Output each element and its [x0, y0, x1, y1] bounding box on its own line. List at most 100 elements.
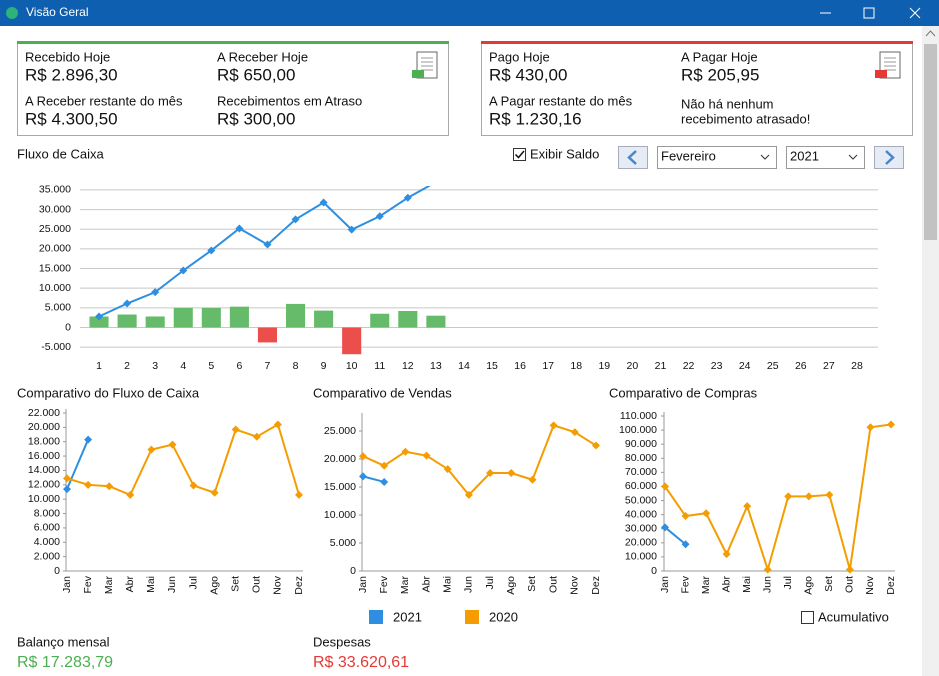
x-tick-label: 23	[711, 360, 723, 372]
bar	[117, 314, 137, 328]
x-tick-label: 5	[208, 360, 214, 372]
x-tick-label: 12	[402, 360, 414, 372]
marker	[887, 420, 895, 429]
x-tick-label: 8	[293, 360, 299, 372]
marker	[105, 482, 114, 491]
scroll-thumb[interactable]	[924, 44, 937, 240]
marker	[463, 186, 465, 187]
card-note: recebimento atrasado!	[681, 111, 810, 126]
show-balance-checkbox[interactable]	[513, 148, 526, 161]
x-tick-label: Set	[230, 576, 242, 592]
y-tick-label: 110.000	[620, 410, 657, 422]
maximize-button[interactable]	[863, 7, 875, 19]
marker	[549, 421, 558, 430]
x-tick-label: Mai	[442, 576, 454, 593]
chart-title: Fluxo de Caixa	[17, 146, 104, 161]
x-tick-label: 24	[739, 360, 751, 372]
x-tick-label: Nov	[272, 575, 284, 594]
received-bar	[17, 41, 449, 44]
x-tick-label: 17	[542, 360, 554, 372]
y-tick-label: 90.000	[625, 438, 657, 450]
marker	[443, 465, 452, 474]
x-tick-label: Set	[823, 576, 835, 592]
marker	[380, 477, 389, 486]
y-tick-label: 20.000	[28, 421, 60, 433]
y-tick-label: 10.000	[324, 509, 356, 521]
marker	[661, 523, 669, 532]
y-tick-label: 35.000	[39, 184, 71, 196]
x-tick-label: Abr	[420, 576, 432, 593]
x-tick-label: 19	[598, 360, 610, 372]
card-label: Recebimentos em Atraso	[217, 93, 362, 108]
dropdown-arrow	[760, 154, 770, 160]
year-select[interactable]	[786, 146, 865, 169]
x-tick-label: 11	[374, 360, 385, 372]
prev-arrow	[627, 150, 637, 165]
marker	[592, 441, 600, 450]
marker	[866, 423, 875, 432]
bar	[173, 307, 193, 328]
x-tick-label: Mar	[103, 576, 115, 595]
x-tick-label: Jul	[484, 576, 496, 589]
y-tick-label: 12.000	[28, 479, 60, 491]
marker	[520, 186, 521, 187]
next-button[interactable]	[874, 146, 904, 169]
marker	[380, 461, 389, 470]
card-label: Recebido Hoje	[25, 49, 110, 64]
x-tick-label: 10	[346, 360, 358, 372]
x-tick-label: 6	[236, 360, 242, 372]
marker	[716, 186, 717, 187]
marker	[681, 540, 690, 549]
x-tick-label: Out	[251, 576, 263, 593]
x-tick-label: 7	[265, 360, 271, 372]
scroll-up[interactable]	[925, 30, 936, 37]
y-tick-label: 14.000	[28, 464, 60, 476]
card-value: R$ 300,00	[217, 109, 295, 128]
accumulate-checkbox[interactable]	[801, 611, 814, 624]
x-tick-label: Mar	[700, 576, 712, 595]
next-arrow	[885, 150, 895, 165]
y-tick-label: 60.000	[625, 480, 657, 492]
marker	[491, 186, 493, 187]
marker	[84, 480, 93, 489]
month-select[interactable]	[657, 146, 777, 169]
line	[66, 439, 90, 490]
paid-icon	[875, 51, 901, 79]
legend-label: 2020	[489, 609, 518, 624]
y-tick-label: 70.000	[625, 466, 657, 478]
received-icon	[412, 51, 438, 79]
card-note: Não há nenhum	[681, 96, 774, 111]
x-tick-label: Dez	[590, 576, 602, 595]
title-bar	[0, 0, 939, 26]
x-tick-label: 2	[124, 360, 130, 372]
line	[98, 186, 431, 318]
checkbox-label: Exibir Saldo	[530, 146, 599, 161]
plot	[359, 421, 600, 499]
card-value: R$ 205,95	[681, 65, 759, 84]
card-label: A Pagar restante do mês	[489, 93, 633, 108]
marker	[95, 312, 104, 321]
marker	[207, 246, 216, 255]
bar	[89, 316, 109, 328]
y-tick-label: 20.000	[324, 453, 356, 465]
x-tick-label: 16	[514, 360, 526, 372]
card-label: A Pagar Hoje	[681, 49, 758, 64]
marker	[63, 474, 71, 483]
prev-button[interactable]	[618, 146, 648, 169]
y-tick-label: 10.000	[625, 551, 657, 563]
y-tick-label: 25.000	[39, 223, 71, 235]
plot	[63, 420, 303, 499]
x-tick-label: 20	[627, 360, 639, 372]
close-button[interactable]	[909, 7, 921, 19]
marker	[604, 186, 605, 187]
x-tick-label: Jun	[463, 576, 475, 593]
marker	[126, 490, 135, 499]
marker	[189, 481, 198, 490]
x-tick-label: 25	[767, 360, 779, 372]
y-tick-label: 50.000	[625, 494, 657, 506]
x-tick-label: 28	[851, 360, 863, 372]
y-tick-label: 40.000	[625, 508, 657, 520]
marker	[422, 451, 431, 460]
bar	[342, 327, 362, 355]
